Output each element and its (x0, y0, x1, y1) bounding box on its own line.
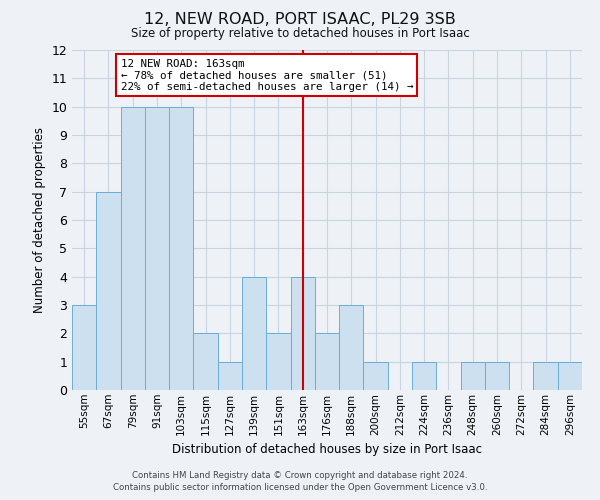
Bar (558, 362, 582, 390)
Text: Contains HM Land Registry data © Crown copyright and database right 2024.
Contai: Contains HM Land Registry data © Crown c… (113, 471, 487, 492)
Text: 12 NEW ROAD: 163sqm
← 78% of detached houses are smaller (51)
22% of semi-detach: 12 NEW ROAD: 163sqm ← 78% of detached ho… (121, 58, 413, 92)
Bar (96, 192, 121, 390)
Bar (242, 276, 266, 390)
Bar (169, 106, 193, 390)
Bar (145, 106, 169, 390)
Y-axis label: Number of detached properties: Number of detached properties (33, 127, 46, 313)
Bar (72, 305, 96, 390)
Bar (533, 362, 558, 390)
Bar (290, 276, 315, 390)
X-axis label: Distribution of detached houses by size in Port Isaac: Distribution of detached houses by size … (172, 443, 482, 456)
Bar (315, 334, 339, 390)
Bar (218, 362, 242, 390)
Bar (193, 334, 218, 390)
Bar (461, 362, 485, 390)
Bar (121, 106, 145, 390)
Bar (364, 362, 388, 390)
Text: Size of property relative to detached houses in Port Isaac: Size of property relative to detached ho… (131, 28, 469, 40)
Text: 12, NEW ROAD, PORT ISAAC, PL29 3SB: 12, NEW ROAD, PORT ISAAC, PL29 3SB (144, 12, 456, 28)
Bar (412, 362, 436, 390)
Bar (485, 362, 509, 390)
Bar (266, 334, 290, 390)
Bar (339, 305, 364, 390)
